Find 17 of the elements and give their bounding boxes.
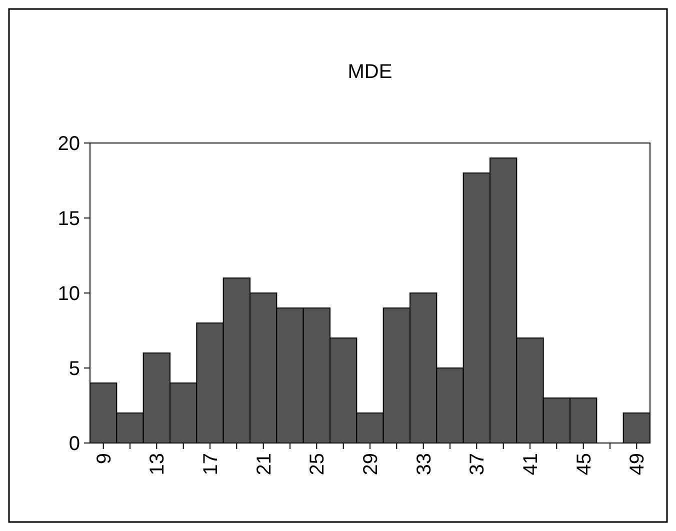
y-tick-label: 10 (58, 283, 80, 305)
x-tick-label: 21 (253, 453, 276, 476)
x-tick-label: 29 (360, 453, 382, 476)
x-tick-label: 45 (573, 453, 596, 476)
x-tick-label: 9 (93, 453, 116, 464)
x-tick-label: 13 (146, 453, 169, 476)
x-tick-label: 41 (520, 453, 542, 476)
y-tick-label: 20 (58, 133, 80, 155)
x-tick-label: 25 (306, 453, 329, 476)
chart-title: MDE (348, 61, 392, 83)
y-tick-label: 15 (58, 208, 80, 230)
x-tick-label: 17 (200, 453, 222, 476)
x-tick-label: 37 (466, 453, 489, 476)
x-tick-label: 33 (413, 453, 436, 476)
y-tick-label: 0 (68, 433, 80, 455)
y-tick-label: 5 (68, 358, 80, 380)
x-tick-label: 49 (626, 453, 649, 476)
